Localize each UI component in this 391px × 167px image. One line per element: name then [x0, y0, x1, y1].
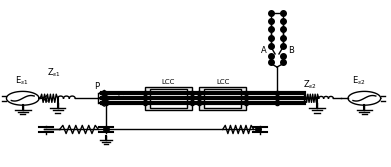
FancyBboxPatch shape [145, 87, 192, 110]
Text: E$_{s1}$: E$_{s1}$ [15, 74, 29, 87]
FancyBboxPatch shape [150, 89, 187, 108]
FancyBboxPatch shape [204, 89, 241, 108]
Text: Z$_{s1}$: Z$_{s1}$ [47, 66, 61, 78]
Text: P: P [94, 82, 99, 91]
Text: LCC: LCC [161, 79, 175, 85]
Text: Z$_{s2}$: Z$_{s2}$ [303, 78, 317, 91]
Text: A: A [260, 46, 266, 55]
Text: LCC: LCC [216, 79, 230, 85]
Text: E$_{s2}$: E$_{s2}$ [352, 74, 365, 87]
Text: B: B [288, 46, 294, 55]
FancyBboxPatch shape [199, 87, 246, 110]
Text: I→: I→ [118, 92, 126, 98]
